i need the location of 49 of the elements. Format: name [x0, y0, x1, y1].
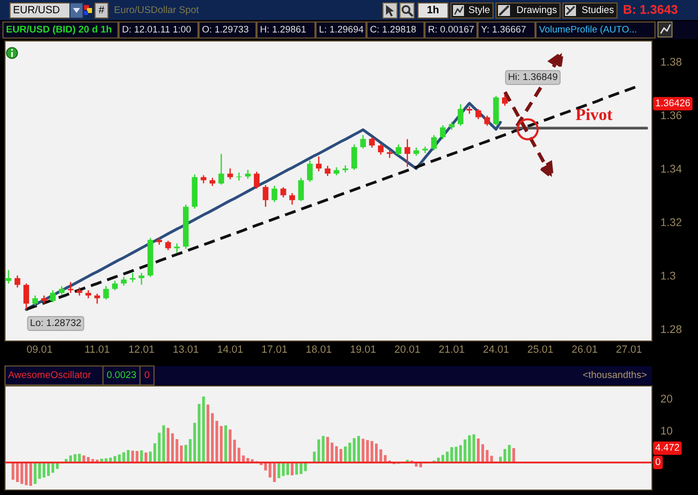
x-tick-label: 11.01 [85, 345, 110, 353]
y-tick-label: 1.3 [661, 272, 676, 280]
x-tick-label: 25.01 [528, 345, 553, 353]
text: Drawings [517, 6, 557, 16]
y-tick-label: 1.28 [661, 325, 682, 334]
x-tick-label: 19.01 [350, 345, 376, 353]
y-tick-label: 1.36 [661, 111, 682, 120]
y-tick-label: 20 [660, 394, 672, 403]
text: Studies [582, 6, 614, 14]
chart-title: EUR/USD (BID) 20 d 1h [6, 25, 112, 35]
text: <thousandths> [583, 370, 647, 378]
annotation: 1.36426 [656, 99, 690, 106]
text: Euro/USDollar Spot [114, 6, 199, 16]
x-tick-label: 17.01 [262, 345, 287, 353]
x-tick-label: 18.01 [306, 345, 332, 353]
x-tick-label: 12.01 [129, 345, 154, 353]
text: L: 1.29694 [320, 26, 364, 33]
text: H: 1.29861 [260, 26, 306, 33]
text: EUR/USD [14, 6, 60, 14]
text: 0.0023 [107, 371, 136, 378]
x-tick-label: 20.01 [394, 345, 420, 353]
text: Style [468, 6, 490, 16]
annotation: Hi: 1.36849 [508, 72, 558, 80]
text: Y: 1.36667 [481, 26, 526, 33]
y-tick-label: 1.32 [661, 218, 682, 226]
text: C: 1.29818 [370, 26, 416, 33]
annotation: 0 [656, 458, 660, 466]
text: # [98, 6, 104, 14]
x-tick-label: 26.01 [572, 345, 598, 353]
y-tick-label: 1.34 [661, 164, 682, 173]
x-tick-label: 24.01 [484, 345, 509, 353]
x-tick-label: 09.01 [26, 345, 52, 353]
y-tick-label: 1.38 [661, 58, 682, 66]
text: 0 [144, 371, 150, 378]
text: D: 12.01.11 1:00 [122, 26, 191, 33]
text: VolumeProfile (AUTO... [539, 26, 636, 34]
text: R: 0.00167 [428, 26, 474, 33]
text: O: 1.29733 [202, 26, 248, 33]
y-tick-label: 10 [661, 426, 672, 435]
annotation: Pivot [576, 108, 612, 120]
chart-title: AwesomeOscillator [8, 370, 91, 378]
annotation: Lo: 1.28732 [30, 319, 81, 326]
text: B: 1.3643 [624, 5, 678, 14]
x-tick-label: 13.01 [174, 345, 198, 353]
x-tick-label: 14.01 [218, 345, 243, 353]
x-tick-label: 27.01 [616, 345, 642, 353]
annotation: 4.472 [655, 444, 680, 451]
text: 1h [428, 6, 438, 14]
x-tick-label: 21.01 [439, 345, 464, 353]
